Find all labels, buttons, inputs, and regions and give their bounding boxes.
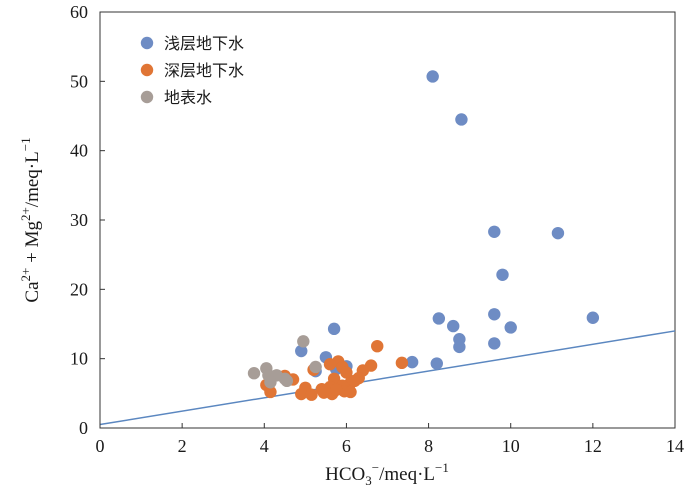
y-tick-label-5: 50 <box>70 71 88 91</box>
x-tick-label-0: 0 <box>96 436 105 456</box>
legend-marker-0 <box>140 36 154 50</box>
x-tick-label-3: 6 <box>342 436 351 456</box>
data-points-layer <box>247 70 600 401</box>
point-s1-0 <box>371 339 384 353</box>
x-tick-label-1: 2 <box>178 436 187 456</box>
point-s0-16 <box>405 355 419 369</box>
x-tick-label-6: 12 <box>584 436 602 456</box>
legend-label-1: 深层地下水 <box>164 61 244 80</box>
point-s0-7 <box>488 308 501 321</box>
point-s0-14 <box>295 344 308 358</box>
point-s2-6 <box>280 374 294 388</box>
point-s0-13 <box>488 337 501 350</box>
reference-line-layer <box>99 330 676 426</box>
y-tick-label-3: 30 <box>70 210 88 230</box>
legend-label-0: 浅层地下水 <box>164 34 244 53</box>
point-s1-27 <box>348 374 361 388</box>
point-s1-3 <box>323 358 337 371</box>
point-s0-6 <box>432 312 446 325</box>
point-s0-3 <box>551 226 565 240</box>
y-tick-label-2: 20 <box>70 279 88 299</box>
legend-label-2: 地表水 <box>164 88 212 107</box>
point-s2-1 <box>247 367 261 380</box>
point-s0-5 <box>586 311 600 324</box>
x-tick-label-4: 8 <box>424 436 433 456</box>
y-tick-label-0: 0 <box>79 418 88 438</box>
point-s1-23 <box>344 385 357 399</box>
legend-marker-2 <box>140 90 154 104</box>
point-s0-2 <box>488 225 501 238</box>
x-axis-title: HCO3−/meq·L−1 <box>325 460 449 488</box>
y-tick-label-4: 40 <box>70 141 88 161</box>
x-tick-label-5: 10 <box>502 436 520 456</box>
axis-ticks-layer: 0 2 4 6 8 10 12 14 0 10 20 30 40 50 60 <box>70 2 684 456</box>
point-s0-12 <box>453 340 466 354</box>
y-axis-title: Ca2+ + Mg2+/meq·L−1 <box>18 137 43 302</box>
legend-marker-1 <box>140 63 154 77</box>
point-s0-8 <box>447 319 460 333</box>
x-tick-label-2: 4 <box>260 436 269 456</box>
reference-line <box>99 330 676 426</box>
point-s0-10 <box>327 322 341 336</box>
point-s1-8 <box>340 366 353 379</box>
point-s1-18 <box>295 387 308 401</box>
point-s1-26 <box>329 383 343 397</box>
point-s1-19 <box>305 388 318 401</box>
point-s0-9 <box>504 321 517 334</box>
point-s2-0 <box>297 335 310 348</box>
point-s0-4 <box>496 268 509 281</box>
point-s1-6 <box>395 356 409 370</box>
y-tick-label-6: 60 <box>70 2 88 22</box>
point-s0-1 <box>455 113 468 126</box>
point-s2-8 <box>309 360 322 374</box>
point-s0-17 <box>430 357 443 370</box>
point-s0-0 <box>426 70 439 83</box>
point-s2-7 <box>264 376 277 389</box>
point-s1-25 <box>264 385 277 399</box>
y-tick-label-1: 10 <box>70 349 88 369</box>
x-tick-label-7: 14 <box>666 436 684 456</box>
